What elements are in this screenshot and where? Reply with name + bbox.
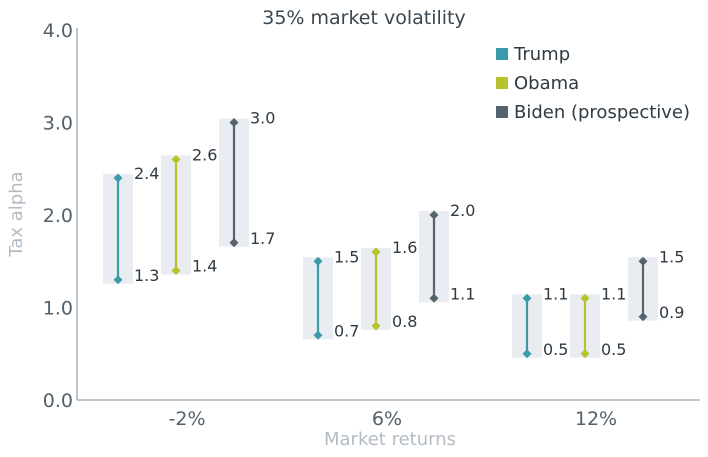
legend-label: Trump (513, 44, 570, 65)
high-point (313, 256, 323, 266)
x-tick-label: -2% (169, 408, 206, 430)
legend-swatch (496, 106, 508, 118)
low-value-label: 0.8 (392, 312, 417, 331)
low-value-label: 0.9 (659, 303, 684, 322)
y-tick-label: 3.0 (43, 113, 73, 135)
high-value-label: 2.0 (450, 201, 475, 220)
y-tick-label: 1.0 (43, 298, 73, 320)
high-value-label: 1.5 (659, 247, 684, 266)
high-point (522, 293, 532, 303)
y-tick-label: 2.0 (43, 205, 73, 227)
low-point (313, 330, 323, 340)
low-value-label: 0.5 (543, 340, 568, 359)
high-point (638, 256, 648, 266)
low-point (371, 321, 381, 331)
high-point (580, 293, 590, 303)
legend-swatch (496, 48, 508, 60)
low-value-label: 1.3 (134, 266, 159, 285)
axes: 0.0 1.0 2.0 3.0 4.0 -2% 6% 12% (43, 20, 700, 430)
high-point (229, 118, 239, 127)
high-value-label: 1.1 (543, 284, 568, 303)
high-value-label: 1.6 (392, 238, 417, 257)
y-axis-title: Tax alpha (6, 171, 27, 257)
high-value-label: 1.5 (334, 247, 359, 266)
low-point (171, 266, 181, 275)
plot-area: 2.4 1.3 2.6 1.4 3.0 1.7 1.5 0.7 1.6 0.8 2.0 1.1 1.1 0… (103, 109, 684, 359)
high-point (429, 210, 439, 220)
low-value-label: 1.1 (450, 284, 475, 303)
low-point (229, 238, 239, 248)
low-point (580, 349, 590, 359)
low-value-label: 0.5 (601, 340, 626, 359)
low-value-label: 1.4 (192, 257, 217, 276)
high-value-label: 2.6 (192, 146, 217, 165)
legend-swatch (496, 77, 508, 89)
low-value-label: 0.7 (334, 321, 359, 340)
chart-title: 35% market volatility (262, 7, 466, 29)
high-value-label: 3.0 (250, 109, 275, 128)
high-point (371, 247, 381, 257)
high-point (171, 155, 181, 164)
low-point (113, 275, 123, 285)
legend-label: Biden (prospective) (514, 102, 690, 123)
low-value-label: 1.7 (250, 229, 275, 248)
legend-label: Obama (514, 73, 579, 94)
high-value-label: 2.4 (134, 164, 159, 183)
low-point (638, 312, 648, 322)
x-tick-label: 6% (372, 408, 402, 430)
x-axis-title: Market returns (324, 429, 456, 450)
high-point (113, 173, 123, 183)
low-point (522, 349, 532, 359)
y-tick-label: 0.0 (43, 390, 73, 412)
legend: Trump Obama Biden (prospective) (496, 44, 690, 123)
y-tick-label: 4.0 (43, 20, 73, 42)
low-point (429, 293, 439, 303)
high-value-label: 1.1 (601, 284, 626, 303)
x-tick-label: 12% (575, 408, 617, 430)
